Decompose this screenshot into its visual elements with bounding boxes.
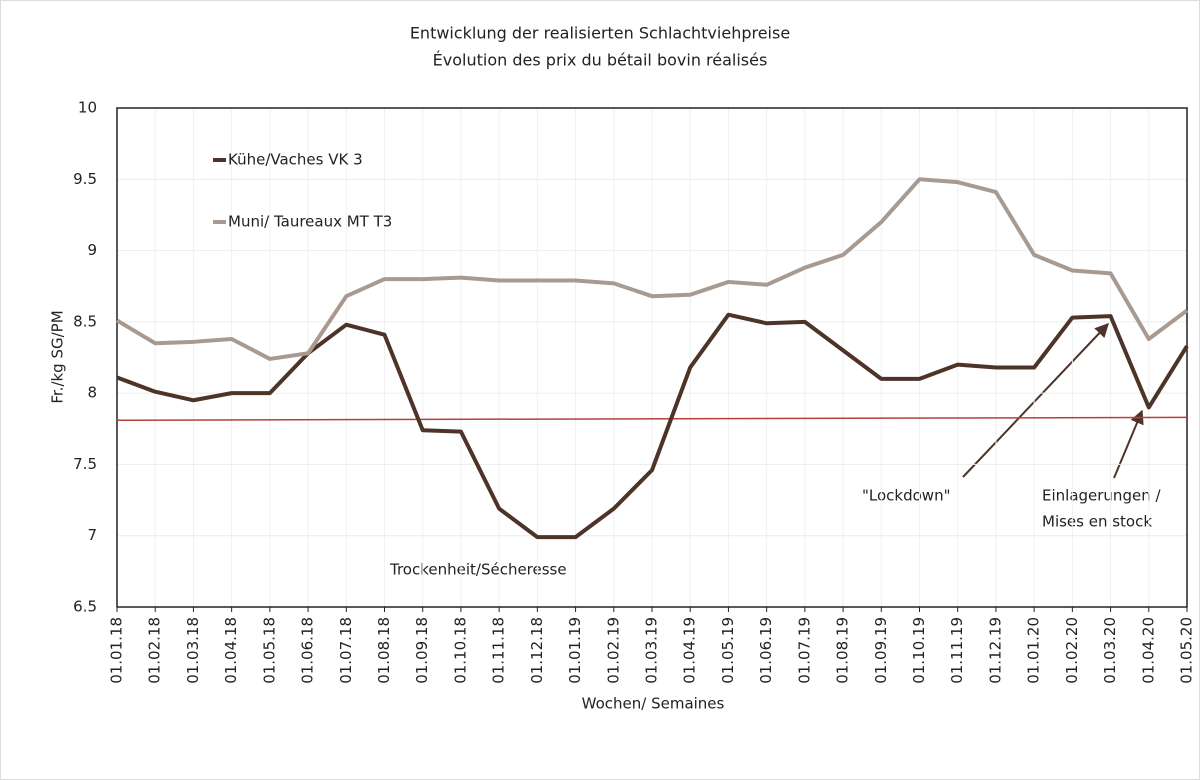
x-tick-label: 01.09.18 <box>413 617 431 684</box>
chart-title: Entwicklung der realisierten Schlachtvie… <box>410 24 790 43</box>
x-tick-label: 01.01.18 <box>108 617 126 684</box>
x-tick-label: 01.01.20 <box>1025 617 1043 684</box>
x-tick-label: 01.10.19 <box>910 617 928 684</box>
legend-label: Muni/ Taureaux MT T3 <box>228 213 392 231</box>
y-tick-label: 10 <box>78 99 97 117</box>
x-tick-label: 01.02.20 <box>1063 617 1081 684</box>
x-tick-label: 01.02.18 <box>146 617 164 684</box>
y-tick-label: 7 <box>87 526 97 544</box>
x-tick-label: 01.06.18 <box>299 617 317 684</box>
y-tick-label: 8 <box>87 384 97 402</box>
y-tick-label: 8.5 <box>73 312 97 330</box>
x-tick-label: 01.12.19 <box>986 617 1004 684</box>
x-tick-label: 01.05.18 <box>260 617 278 684</box>
annotation: Trockenheit/Sécheresse <box>389 561 567 579</box>
annotation: Einlagerungen / <box>1042 487 1161 505</box>
x-tick-label: 01.05.20 <box>1178 617 1196 684</box>
x-tick-label: 01.11.19 <box>948 617 966 684</box>
x-tick-label: 01.04.19 <box>681 617 699 684</box>
y-tick-label: 9 <box>87 241 97 259</box>
y-tick-label: 6.5 <box>73 598 97 616</box>
chart-subtitle: Évolution des prix du bétail bovin réali… <box>433 51 768 70</box>
legend-label: Kühe/Vaches VK 3 <box>228 151 363 169</box>
x-tick-label: 01.03.20 <box>1101 617 1119 684</box>
annotation: Mises en stock <box>1042 513 1152 531</box>
x-tick-label: 01.07.18 <box>337 617 355 684</box>
x-tick-label: 01.08.18 <box>375 617 393 684</box>
plot-frame <box>116 107 1188 608</box>
x-tick-label: 01.08.19 <box>834 617 852 684</box>
arrow <box>1113 409 1144 479</box>
x-tick-label: 01.09.19 <box>872 617 890 684</box>
annotation: "Lockdown" <box>862 487 950 505</box>
x-tick-label: 01.02.19 <box>604 617 622 684</box>
y-tick-label: 7.5 <box>73 455 97 473</box>
series-line <box>115 177 1189 361</box>
x-tick-label: 01.04.20 <box>1139 617 1157 684</box>
x-tick-label: 01.03.19 <box>643 617 661 684</box>
reference-line <box>116 416 1188 421</box>
y-axis-label: Fr./kg SG/PM <box>49 310 67 403</box>
x-tick-label: 01.12.18 <box>528 617 546 684</box>
arrow <box>962 322 1109 478</box>
series-line <box>116 312 1189 540</box>
x-axis-label: Wochen/ Semaines <box>582 695 725 713</box>
x-tick-label: 01.03.18 <box>184 617 202 684</box>
x-tick-label: 01.01.19 <box>566 617 584 684</box>
x-tick-label: 01.11.18 <box>490 617 508 684</box>
y-tick-label: 9.5 <box>73 170 97 188</box>
x-tick-label: 01.07.19 <box>795 617 813 684</box>
x-tick-label: 01.04.18 <box>222 617 240 684</box>
x-tick-label: 01.06.19 <box>757 617 775 684</box>
x-tick-label: 01.05.19 <box>719 617 737 684</box>
x-tick-label: 01.10.18 <box>451 617 469 684</box>
